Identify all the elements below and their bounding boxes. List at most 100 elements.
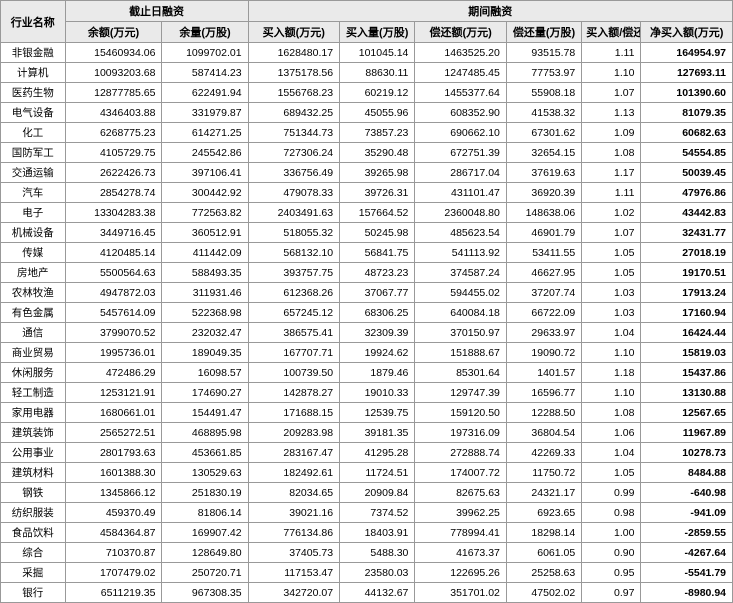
cell-buy-qty: 39181.35	[340, 423, 415, 443]
cell-ratio: 1.05	[582, 463, 641, 483]
cell-repay-qty: 29633.97	[506, 323, 581, 343]
cell-buy-qty: 1879.46	[340, 363, 415, 383]
cell-shares: 622491.94	[162, 83, 248, 103]
cell-buy-qty: 60219.12	[340, 83, 415, 103]
cell-shares: 189049.35	[162, 343, 248, 363]
cell-ratio: 1.13	[582, 103, 641, 123]
cell-repay-amt: 82675.63	[415, 483, 506, 503]
cell-buy-qty: 101045.14	[340, 43, 415, 63]
cell-net-buy: 27018.19	[641, 243, 733, 263]
cell-balance: 12877785.65	[65, 83, 162, 103]
cell-net-buy: 11967.89	[641, 423, 733, 443]
cell-repay-qty: 36804.54	[506, 423, 581, 443]
cell-buy-amt: 568132.10	[248, 243, 339, 263]
cell-net-buy: -2859.55	[641, 523, 733, 543]
cell-net-buy: 50039.45	[641, 163, 733, 183]
cell-buy-amt: 171688.15	[248, 403, 339, 423]
cell-buy-qty: 11724.51	[340, 463, 415, 483]
table-row: 非银金融15460934.061099702.011628480.1710104…	[1, 43, 733, 63]
cell-buy-amt: 182492.61	[248, 463, 339, 483]
cell-repay-amt: 672751.39	[415, 143, 506, 163]
cell-buy-amt: 612368.26	[248, 283, 339, 303]
cell-repay-qty: 53411.55	[506, 243, 581, 263]
table-row: 机械设备3449716.45360512.91518055.3250245.98…	[1, 223, 733, 243]
cell-net-buy: 15819.03	[641, 343, 733, 363]
cell-net-buy: -640.98	[641, 483, 733, 503]
cell-net-buy: 19170.51	[641, 263, 733, 283]
header-net-buy: 净买入额(万元)	[641, 22, 733, 43]
cell-balance: 4947872.03	[65, 283, 162, 303]
cell-shares: 522368.98	[162, 303, 248, 323]
cell-ratio: 1.18	[582, 363, 641, 383]
cell-balance: 472486.29	[65, 363, 162, 383]
cell-repay-qty: 46901.79	[506, 223, 581, 243]
cell-net-buy: 43442.83	[641, 203, 733, 223]
table-row: 房地产5500564.63588493.35393757.7548723.233…	[1, 263, 733, 283]
cell-buy-amt: 386575.41	[248, 323, 339, 343]
cell-balance: 4346403.88	[65, 103, 162, 123]
cell-shares: 331979.87	[162, 103, 248, 123]
table-row: 建筑材料1601388.30130529.63182492.6111724.51…	[1, 463, 733, 483]
table-row: 采掘1707479.02250720.71117153.4723580.0312…	[1, 563, 733, 583]
table-row: 计算机10093203.68587414.231375178.5688630.1…	[1, 63, 733, 83]
table-row: 食品饮料4584364.87169907.42776134.8618403.91…	[1, 523, 733, 543]
cell-buy-qty: 41295.28	[340, 443, 415, 463]
cell-buy-amt: 82034.65	[248, 483, 339, 503]
cell-balance: 4120485.14	[65, 243, 162, 263]
cell-repay-amt: 778994.41	[415, 523, 506, 543]
cell-balance: 2854278.74	[65, 183, 162, 203]
cell-name: 通信	[1, 323, 66, 343]
cell-repay-amt: 351701.02	[415, 583, 506, 603]
cell-net-buy: 81079.35	[641, 103, 733, 123]
cell-repay-qty: 41538.32	[506, 103, 581, 123]
table-row: 轻工制造1253121.91174690.27142878.2719010.33…	[1, 383, 733, 403]
cell-balance: 10093203.68	[65, 63, 162, 83]
cell-repay-qty: 66722.09	[506, 303, 581, 323]
cell-balance: 2565272.51	[65, 423, 162, 443]
cell-repay-qty: 37207.74	[506, 283, 581, 303]
financing-table: 行业名称 截止日融资 期间融资 余额(万元) 余量(万股) 买入额(万元) 买入…	[0, 0, 733, 603]
table-row: 家用电器1680661.01154491.47171688.1512539.75…	[1, 403, 733, 423]
cell-repay-amt: 370150.97	[415, 323, 506, 343]
cell-buy-qty: 19010.33	[340, 383, 415, 403]
cell-name: 传媒	[1, 243, 66, 263]
cell-balance: 5457614.09	[65, 303, 162, 323]
cell-buy-amt: 689432.25	[248, 103, 339, 123]
cell-repay-amt: 608352.90	[415, 103, 506, 123]
cell-ratio: 1.05	[582, 243, 641, 263]
table-row: 钢铁1345866.12251830.1982034.6520909.84826…	[1, 483, 733, 503]
cell-repay-amt: 374587.24	[415, 263, 506, 283]
cell-ratio: 0.99	[582, 483, 641, 503]
cell-repay-qty: 77753.97	[506, 63, 581, 83]
cell-repay-qty: 37619.63	[506, 163, 581, 183]
cell-repay-qty: 36920.39	[506, 183, 581, 203]
cell-buy-amt: 393757.75	[248, 263, 339, 283]
cell-repay-amt: 431101.47	[415, 183, 506, 203]
cell-shares: 588493.35	[162, 263, 248, 283]
cell-shares: 967308.35	[162, 583, 248, 603]
cell-buy-qty: 35290.48	[340, 143, 415, 163]
cell-repay-amt: 129747.39	[415, 383, 506, 403]
cell-balance: 1680661.01	[65, 403, 162, 423]
cell-name: 银行	[1, 583, 66, 603]
cell-net-buy: 127693.11	[641, 63, 733, 83]
cell-name: 有色金属	[1, 303, 66, 323]
cell-net-buy: 10278.73	[641, 443, 733, 463]
cell-balance: 3799070.52	[65, 323, 162, 343]
table-header: 行业名称 截止日融资 期间融资 余额(万元) 余量(万股) 买入额(万元) 买入…	[1, 1, 733, 43]
cell-repay-qty: 12288.50	[506, 403, 581, 423]
cell-repay-qty: 6923.65	[506, 503, 581, 523]
cell-name: 农林牧渔	[1, 283, 66, 303]
cell-repay-amt: 122695.26	[415, 563, 506, 583]
cell-name: 交通运输	[1, 163, 66, 183]
table-row: 医药生物12877785.65622491.941556768.2360219.…	[1, 83, 733, 103]
cell-repay-qty: 16596.77	[506, 383, 581, 403]
cell-shares: 81806.14	[162, 503, 248, 523]
cell-balance: 5500564.63	[65, 263, 162, 283]
cell-balance: 1345866.12	[65, 483, 162, 503]
cell-name: 建筑装饰	[1, 423, 66, 443]
table-row: 纺织服装459370.4981806.1439021.167374.523996…	[1, 503, 733, 523]
cell-buy-amt: 776134.86	[248, 523, 339, 543]
cell-name: 纺织服装	[1, 503, 66, 523]
cell-net-buy: 32431.77	[641, 223, 733, 243]
